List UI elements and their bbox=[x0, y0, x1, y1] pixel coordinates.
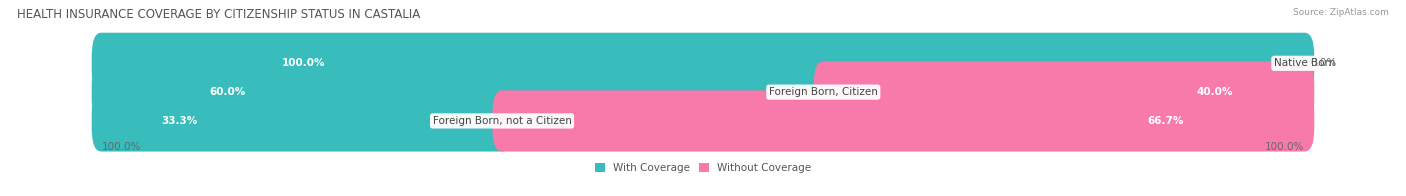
Text: 100.0%: 100.0% bbox=[101, 142, 141, 152]
Legend: With Coverage, Without Coverage: With Coverage, Without Coverage bbox=[591, 159, 815, 177]
Text: 100.0%: 100.0% bbox=[1265, 142, 1305, 152]
Text: 66.7%: 66.7% bbox=[1147, 116, 1184, 126]
Text: 60.0%: 60.0% bbox=[209, 87, 246, 97]
FancyBboxPatch shape bbox=[91, 62, 1315, 123]
FancyBboxPatch shape bbox=[91, 33, 1315, 94]
Text: 40.0%: 40.0% bbox=[1197, 87, 1233, 97]
Text: 33.3%: 33.3% bbox=[162, 116, 198, 126]
FancyBboxPatch shape bbox=[91, 90, 512, 152]
Text: Foreign Born, Citizen: Foreign Born, Citizen bbox=[769, 87, 877, 97]
FancyBboxPatch shape bbox=[814, 62, 1315, 123]
Text: Source: ZipAtlas.com: Source: ZipAtlas.com bbox=[1294, 8, 1389, 17]
FancyBboxPatch shape bbox=[91, 62, 832, 123]
Text: HEALTH INSURANCE COVERAGE BY CITIZENSHIP STATUS IN CASTALIA: HEALTH INSURANCE COVERAGE BY CITIZENSHIP… bbox=[17, 8, 420, 21]
Text: Native Born: Native Born bbox=[1274, 58, 1336, 68]
Text: 100.0%: 100.0% bbox=[281, 58, 325, 68]
FancyBboxPatch shape bbox=[91, 90, 1315, 152]
FancyBboxPatch shape bbox=[91, 33, 1315, 94]
Text: 0.0%: 0.0% bbox=[1310, 58, 1337, 68]
FancyBboxPatch shape bbox=[492, 90, 1315, 152]
Text: Foreign Born, not a Citizen: Foreign Born, not a Citizen bbox=[433, 116, 571, 126]
